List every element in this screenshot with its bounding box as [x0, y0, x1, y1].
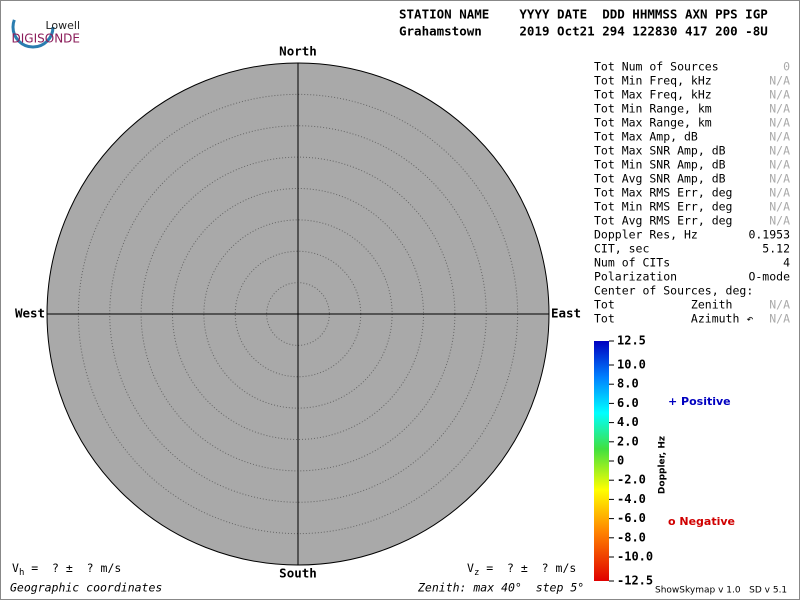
v-rest: = ? ± ? m/s [479, 561, 576, 575]
stat-value: 5.12 [762, 242, 790, 256]
v: V [467, 561, 474, 575]
stat-value: N/A [769, 298, 790, 312]
colorbar-tick-label: 2.0 [617, 434, 639, 448]
compass-label: North [279, 44, 317, 59]
stat-value: 0.1953 [748, 228, 790, 242]
stat-value: N/A [769, 102, 790, 116]
stat-value: N/A [769, 200, 790, 214]
stat-label: Tot Avg RMS Err, deg [594, 214, 732, 228]
colorbar-tick-label: -12.5 [617, 574, 653, 588]
colorbar [594, 341, 609, 581]
stat-label: Tot Num of Sources [594, 60, 719, 74]
colorbar-tick-label: 8.0 [617, 377, 639, 391]
stat-label: CIT, sec [594, 242, 649, 256]
stat-label: Tot Max Amp, dB [594, 130, 698, 144]
stat-label: Tot Min SNR Amp, dB [594, 158, 726, 172]
stat-label: Tot Max Freq, kHz [594, 88, 712, 102]
colorbar-tick-label: -6.0 [617, 511, 646, 525]
stat-label: Tot Max Range, km [594, 116, 712, 130]
stat-value: N/A [769, 88, 790, 102]
stat-label: Num of CITs [594, 256, 670, 270]
compass-label: South [279, 566, 317, 581]
logo-arc [11, 5, 55, 49]
stat-value: N/A [769, 130, 790, 144]
stat-value: N/A [769, 312, 790, 326]
stat-label: Tot Max RMS Err, deg [594, 186, 732, 200]
colorbar-tick-label: 4.0 [617, 415, 639, 429]
stat-value: N/A [769, 186, 790, 200]
logo-line: Lowell [45, 19, 80, 32]
stat-label: Doppler Res, Hz [594, 228, 698, 242]
v-rest: = ? ± ? m/s [24, 561, 121, 575]
stat-value: 0 [783, 60, 790, 74]
header-values: Grahamstown 2019 Oct21 294 122830 417 20… [399, 24, 768, 39]
stat-value: N/A [769, 116, 790, 130]
compass-label: East [551, 306, 581, 321]
stat-value: N/A [769, 144, 790, 158]
colorbar-tick-label: -2.0 [617, 473, 646, 487]
stat-value: N/A [769, 158, 790, 172]
v-sub: z [474, 568, 479, 578]
legend-positive: + Positive [668, 395, 731, 408]
stat-label: Tot Zenith [594, 298, 732, 312]
stat-value: 4 [783, 256, 790, 270]
logo-line: DIGISONDE [12, 32, 80, 46]
compass-label: West [15, 306, 45, 321]
colorbar-tick-label: 10.0 [617, 358, 646, 372]
velocity-h: Vh = ? ± ? m/s [12, 561, 121, 578]
stat-label: Tot Min Range, km [594, 102, 712, 116]
stat-label: Tot Max SNR Amp, dB [594, 144, 726, 158]
stat-label: Tot Azimuth ↶ [594, 312, 753, 326]
stat-label: Tot Avg SNR Amp, dB [594, 172, 726, 186]
colorbar-tick-label: 6.0 [617, 396, 639, 410]
stat-value: N/A [769, 214, 790, 228]
stat-value: N/A [769, 74, 790, 88]
stat-value: O-mode [748, 270, 790, 284]
colorbar-tick-label: -8.0 [617, 530, 646, 544]
colorbar-tick-label: 12.5 [617, 334, 646, 348]
stat-label: Polarization [594, 270, 677, 284]
polar-plot [46, 62, 550, 566]
colorbar-tick-label: 0 [617, 454, 624, 468]
coords-note: Geographic coordinates [10, 581, 162, 595]
velocity-z: Vz = ? ± ? m/s [467, 561, 576, 578]
stat-value: N/A [769, 172, 790, 186]
colorbar-tick-label: -10.0 [617, 550, 653, 564]
version: ShowSkymap v 1.0 SD v 5.1 [655, 586, 787, 596]
colorbar-title: Doppler, Hz [658, 436, 668, 494]
stat-label: Center of Sources, deg: [594, 284, 753, 298]
stat-label: Tot Min Freq, kHz [594, 74, 712, 88]
header-labels: STATION NAME YYYY DATE DDD HHMMSS AXN PP… [399, 7, 768, 22]
stat-label: Tot Min RMS Err, deg [594, 200, 732, 214]
legend-negative: o Negative [668, 515, 735, 528]
zenith-note: Zenith: max 40° step 5° [417, 581, 584, 595]
v: V [12, 561, 19, 575]
v-sub: h [19, 568, 24, 578]
colorbar-tick-label: -4.0 [617, 492, 646, 506]
